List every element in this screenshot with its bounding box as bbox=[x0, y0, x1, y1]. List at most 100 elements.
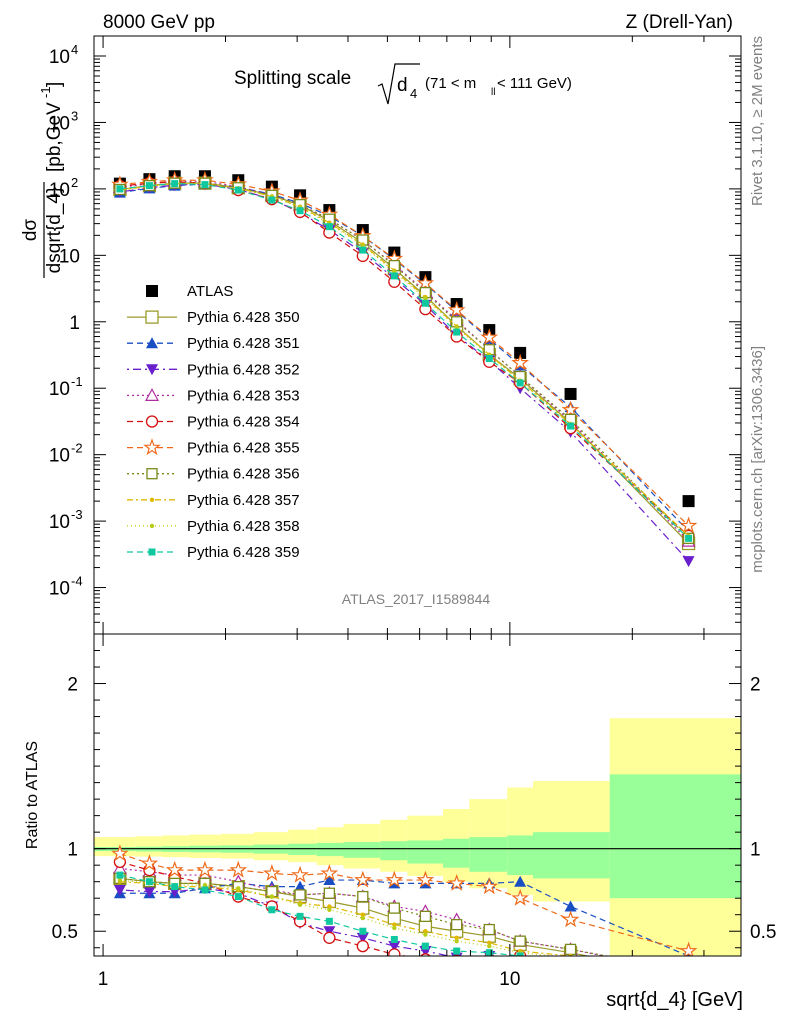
y-tick-label-exponent: 4 bbox=[71, 42, 78, 57]
data-point bbox=[564, 387, 577, 400]
y-axis-label-unit: [pb,GeV bbox=[44, 102, 65, 172]
legend-item: Pythia 6.428 354 bbox=[127, 414, 300, 431]
ratio-point bbox=[234, 893, 242, 901]
legend-marker bbox=[146, 364, 158, 376]
ratio-point bbox=[485, 949, 493, 956]
ratio-point bbox=[356, 932, 369, 944]
ratio-point bbox=[294, 880, 307, 892]
legend-item: Pythia 6.428 356 bbox=[127, 466, 300, 483]
ratio-point bbox=[116, 871, 124, 879]
ratio-line bbox=[119, 853, 689, 952]
y-tick-label-exponent: -1 bbox=[71, 374, 83, 389]
y-tick-label: 10 bbox=[49, 180, 70, 201]
y-tick-label: 10 bbox=[49, 379, 70, 400]
ratio-point bbox=[564, 900, 577, 912]
uncertainty-band-inner bbox=[343, 842, 381, 858]
ratio-point bbox=[297, 902, 303, 908]
ratio-point bbox=[392, 922, 397, 927]
series-line bbox=[119, 181, 689, 537]
y-tick-label: 10 bbox=[49, 512, 70, 533]
analysis-id-label: ATLAS_2017_I1589844 bbox=[342, 591, 491, 607]
series-pythia-357 bbox=[117, 181, 691, 539]
ratio-point bbox=[262, 864, 281, 882]
ratio-line bbox=[119, 881, 577, 956]
ratio-point bbox=[454, 938, 459, 944]
ratio-point bbox=[516, 952, 524, 956]
ratio-point bbox=[294, 889, 306, 901]
ratio-point bbox=[269, 894, 275, 899]
legend-label: Pythia 6.428 357 bbox=[187, 492, 300, 509]
ratio-point bbox=[385, 870, 404, 888]
y-axis-label: dσ dsqrt{d_4} [pb,GeV -1 ] bbox=[20, 82, 65, 278]
y-tick-label-exponent: -2 bbox=[71, 441, 83, 456]
legend-marker bbox=[143, 438, 161, 456]
ratio-point bbox=[325, 917, 333, 925]
ratio-series-359 bbox=[116, 871, 575, 956]
plot-title-range-end: < 111 GeV) bbox=[497, 75, 572, 92]
legend-marker bbox=[146, 337, 158, 349]
ratio-point bbox=[480, 877, 499, 895]
x-axis-label: sqrt{d_4} [GeV] bbox=[606, 989, 743, 1011]
ratio-point bbox=[327, 904, 332, 909]
plot-title-symbol: d bbox=[397, 75, 408, 96]
plot-title-main: Splitting scale bbox=[234, 68, 351, 89]
data-point bbox=[116, 185, 124, 193]
ratio-point bbox=[236, 886, 241, 891]
ratio-point bbox=[145, 878, 153, 886]
ratio-point bbox=[423, 932, 428, 937]
legend-label: ATLAS bbox=[187, 283, 233, 300]
data-point bbox=[416, 274, 435, 291]
y-tick-label: 10 bbox=[49, 579, 70, 600]
ratio-point bbox=[360, 912, 365, 917]
ratio-point bbox=[327, 907, 332, 912]
y-axis-label-unit-end: ] bbox=[44, 82, 65, 87]
ratio-point bbox=[202, 882, 208, 888]
ratio-point bbox=[165, 860, 184, 878]
data-point bbox=[171, 180, 179, 188]
header-left-label: 8000 GeV pp bbox=[103, 12, 215, 33]
series-pythia-358 bbox=[117, 181, 691, 540]
data-point bbox=[447, 300, 466, 318]
ratio-point bbox=[561, 910, 580, 928]
ratio-plot-area bbox=[94, 718, 741, 969]
ratio-point bbox=[140, 854, 159, 872]
ratio-y-tick-label: 0.5 bbox=[52, 922, 78, 943]
data-point bbox=[516, 379, 524, 387]
legend-marker bbox=[149, 523, 155, 529]
legend-label: Pythia 6.428 355 bbox=[187, 440, 300, 457]
data-point bbox=[201, 181, 209, 189]
series-line bbox=[119, 179, 689, 527]
legend-label: Pythia 6.428 351 bbox=[187, 335, 300, 352]
plot-title: Splitting scale d 4 (71 < m ll < 111 GeV… bbox=[234, 63, 572, 105]
rivet-version-label: Rivet 3.1.10, ≥ 2M events bbox=[749, 36, 766, 206]
ratio-point bbox=[171, 883, 179, 891]
ratio-point bbox=[229, 860, 248, 878]
ratio-point bbox=[201, 886, 209, 894]
data-point bbox=[325, 223, 333, 231]
legend-label: Pythia 6.428 352 bbox=[187, 361, 300, 378]
y-tick-label: 10 bbox=[49, 47, 70, 68]
ratio-point bbox=[111, 844, 129, 862]
legend: ATLAS Pythia 6.428 350 Pythia 6.428 351 Pyt… bbox=[127, 283, 300, 561]
ratio-point bbox=[388, 941, 401, 953]
ratio-point bbox=[354, 870, 372, 888]
ratio-panel-frame bbox=[93, 633, 742, 957]
ratio-point bbox=[686, 965, 690, 969]
ratio-point bbox=[514, 935, 526, 947]
plot-title-range-sub: ll bbox=[491, 87, 495, 98]
ratio-point bbox=[296, 912, 304, 920]
legend-label: Pythia 6.428 359 bbox=[187, 544, 300, 561]
data-point bbox=[234, 186, 242, 194]
legend-marker bbox=[144, 388, 160, 401]
legend-item: ATLAS bbox=[146, 283, 233, 300]
data-point bbox=[390, 272, 398, 280]
ratio-point bbox=[323, 887, 336, 899]
ratio-point bbox=[454, 935, 459, 941]
ratio-line bbox=[119, 861, 524, 956]
legend-item: Pythia 6.428 358 bbox=[127, 518, 300, 535]
uncertainty-band-inner bbox=[443, 838, 470, 868]
legend-item: Pythia 6.428 357 bbox=[127, 492, 300, 509]
ratio-point bbox=[392, 925, 397, 931]
